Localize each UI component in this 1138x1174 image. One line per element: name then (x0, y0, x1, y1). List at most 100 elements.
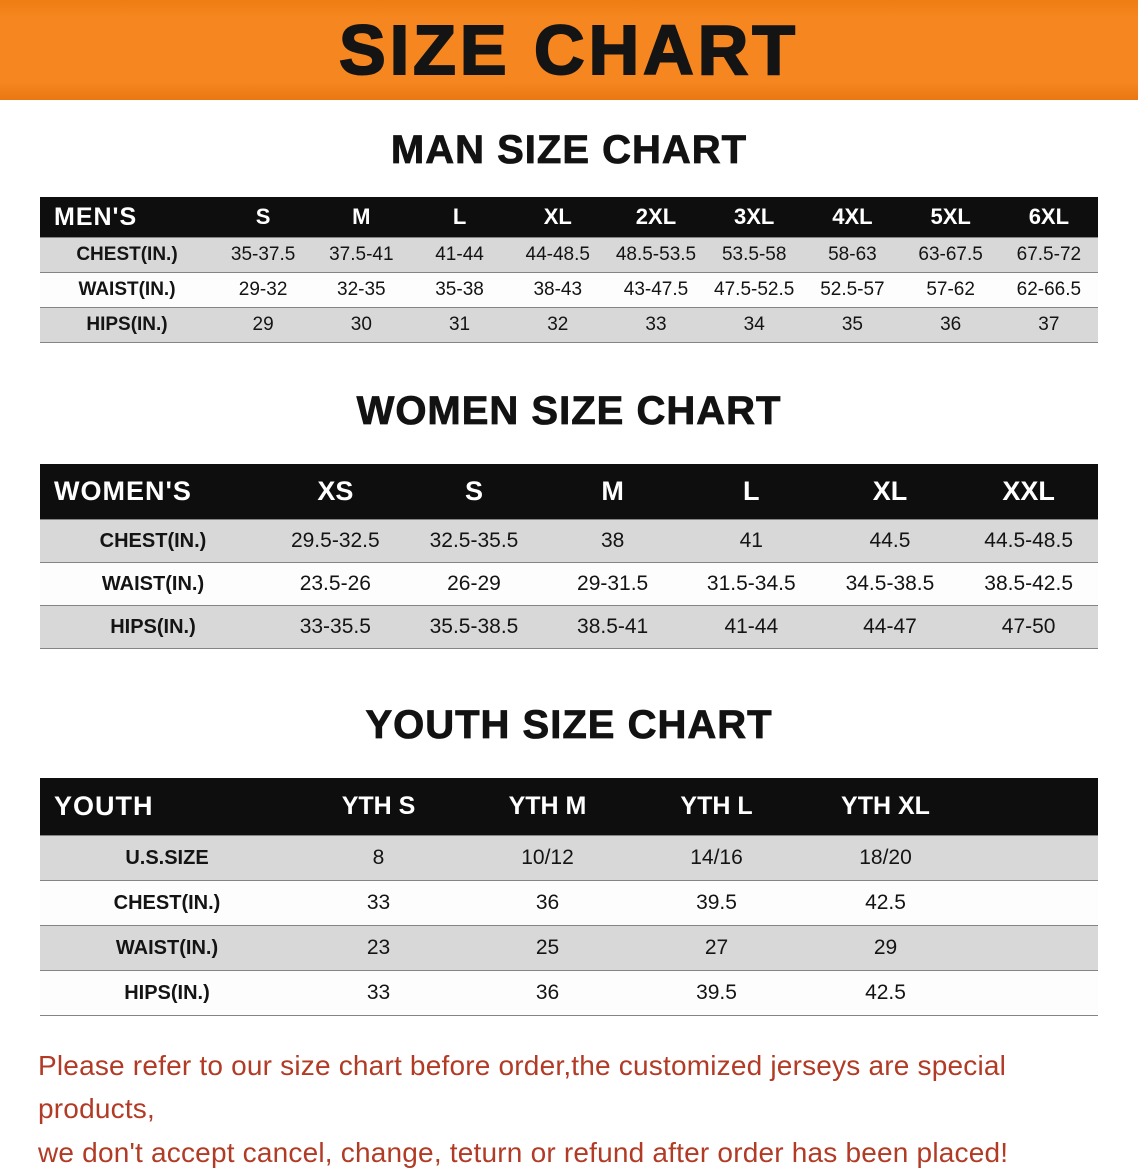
size-value: 43-47.5 (606, 272, 706, 308)
size-chart-title: SIZE CHART (338, 10, 799, 90)
table-row: CHEST(IN.) 35-37.5 37.5-41 41-44 44-48.5 48.5… (40, 237, 1098, 273)
size-column-header: S (404, 464, 544, 520)
size-value: 37 (999, 307, 1098, 343)
size-value: 8 (294, 835, 463, 881)
table-header-row: MEN'S S M L XL 2XL 3XL 4XL 5XL 6XL (40, 197, 1098, 238)
size-column-header: YTH S (294, 778, 463, 836)
table-label: YOUTH (40, 778, 294, 836)
size-value: 52.5-57 (803, 272, 902, 308)
table-row: WAIST(IN.) 23.5-26 26-29 29-31.5 31.5-34.5 34… (40, 562, 1098, 606)
table-header-row: YOUTH YTH S YTH M YTH L YTH XL (40, 778, 1098, 836)
order-policy-note-line2: we don't accept cancel, change, teturn o… (38, 1136, 1009, 1168)
size-value: 35 (803, 307, 902, 343)
size-value: 44-47 (820, 605, 960, 649)
size-value: 35.5-38.5 (404, 605, 544, 649)
table-row: WAIST(IN.) 29-32 32-35 35-38 38-43 43-47.5 47.… (40, 272, 1098, 308)
size-value: 27 (632, 925, 801, 971)
size-column-header: XL (508, 197, 607, 238)
size-value: 57-62 (901, 272, 1000, 308)
table-row: HIPS(IN.) 33 36 39.5 42.5 (40, 970, 1098, 1016)
size-value: 32 (508, 307, 607, 343)
row-label: HIPS(IN.) (40, 970, 294, 1016)
size-value: 38.5-41 (543, 605, 682, 649)
size-column-header: YTH XL (801, 778, 970, 836)
size-value: 32-35 (312, 272, 411, 308)
size-value: 32.5-35.5 (404, 519, 544, 563)
size-column-header: 6XL (999, 197, 1098, 238)
row-filler (970, 835, 1098, 881)
row-label: WAIST(IN.) (40, 562, 266, 606)
size-value: 41-44 (410, 237, 509, 273)
size-value: 47.5-52.5 (705, 272, 804, 308)
size-column-header: M (543, 464, 682, 520)
table-header-row: WOMEN'S XS S M L XL XXL (40, 464, 1098, 520)
size-value: 35-37.5 (214, 237, 313, 273)
table-row: CHEST(IN.) 29.5-32.5 32.5-35.5 38 41 44.5 44.5… (40, 519, 1098, 563)
men-size-table: MEN'S S M L XL 2XL 3XL 4XL 5XL 6XL CHEST(IN.) 35-37… (40, 197, 1098, 343)
size-value: 33-35.5 (266, 605, 405, 649)
size-value: 34 (705, 307, 804, 343)
size-value: 38.5-42.5 (959, 562, 1098, 606)
size-value: 23 (294, 925, 463, 971)
size-value: 29 (214, 307, 313, 343)
size-value: 63-67.5 (901, 237, 1000, 273)
size-value: 33 (606, 307, 706, 343)
size-value: 26-29 (404, 562, 544, 606)
order-policy-note: Please refer to our size chart before or… (38, 1044, 1100, 1174)
size-value: 67.5-72 (999, 237, 1098, 273)
size-column-header: S (214, 197, 313, 238)
size-column-header: YTH M (463, 778, 632, 836)
size-chart-banner: SIZE CHART (0, 0, 1138, 100)
row-label: HIPS(IN.) (40, 307, 214, 343)
order-policy-note-line1: Please refer to our size chart before or… (38, 1050, 1007, 1125)
row-filler (970, 880, 1098, 926)
size-table: YOUTH YTH S YTH M YTH L YTH XL U.S.SIZE 8 10/12… (40, 778, 1098, 1016)
size-value: 41 (681, 519, 821, 563)
size-value: 36 (463, 970, 632, 1016)
size-column-header: M (312, 197, 411, 238)
women-size-table: WOMEN'S XS S M L XL XXL CHEST(IN.) 29.5-32.5 32.5… (40, 464, 1098, 649)
row-filler (970, 925, 1098, 971)
row-label: WAIST(IN.) (40, 925, 294, 971)
size-column-header: L (410, 197, 509, 238)
size-table: WOMEN'S XS S M L XL XXL CHEST(IN.) 29.5-32.5 32.5… (40, 464, 1098, 649)
size-value: 39.5 (632, 880, 801, 926)
size-value: 37.5-41 (312, 237, 411, 273)
size-column-header: XS (266, 464, 405, 520)
size-value: 18/20 (801, 835, 970, 881)
size-value: 42.5 (801, 970, 970, 1016)
row-label: CHEST(IN.) (40, 519, 266, 563)
women-size-chart-heading: WOMEN SIZE CHART (356, 389, 782, 434)
size-value: 35-38 (410, 272, 509, 308)
table-row: HIPS(IN.) 33-35.5 35.5-38.5 38.5-41 41-44 44-… (40, 605, 1098, 649)
size-value: 44.5 (820, 519, 960, 563)
size-value: 25 (463, 925, 632, 971)
youth-size-table: YOUTH YTH S YTH M YTH L YTH XL U.S.SIZE 8 10/12… (40, 778, 1098, 1016)
table-label: MEN'S (40, 197, 214, 238)
size-value: 36 (901, 307, 1000, 343)
table-row: HIPS(IN.) 29 30 31 32 33 34 35 36 37 (40, 307, 1098, 343)
table-row: CHEST(IN.) 33 36 39.5 42.5 (40, 880, 1098, 926)
size-table: MEN'S S M L XL 2XL 3XL 4XL 5XL 6XL CHEST(IN.) 35-37… (40, 197, 1098, 343)
size-column-header: L (681, 464, 821, 520)
size-value: 31.5-34.5 (681, 562, 821, 606)
table-label: WOMEN'S (40, 464, 266, 520)
size-value: 53.5-58 (705, 237, 804, 273)
size-value: 10/12 (463, 835, 632, 881)
header-filler (970, 778, 1098, 836)
size-value: 41-44 (681, 605, 821, 649)
size-value: 36 (463, 880, 632, 926)
size-column-header: XL (820, 464, 960, 520)
size-value: 23.5-26 (266, 562, 405, 606)
size-column-header: 2XL (606, 197, 706, 238)
youth-size-chart-heading: YOUTH SIZE CHART (365, 703, 773, 748)
size-value: 44.5-48.5 (959, 519, 1098, 563)
size-value: 38 (543, 519, 682, 563)
row-label: HIPS(IN.) (40, 605, 266, 649)
size-value: 47-50 (959, 605, 1098, 649)
size-value: 39.5 (632, 970, 801, 1016)
row-filler (970, 970, 1098, 1016)
size-value: 33 (294, 880, 463, 926)
size-column-header: 4XL (803, 197, 902, 238)
table-row: WAIST(IN.) 23 25 27 29 (40, 925, 1098, 971)
